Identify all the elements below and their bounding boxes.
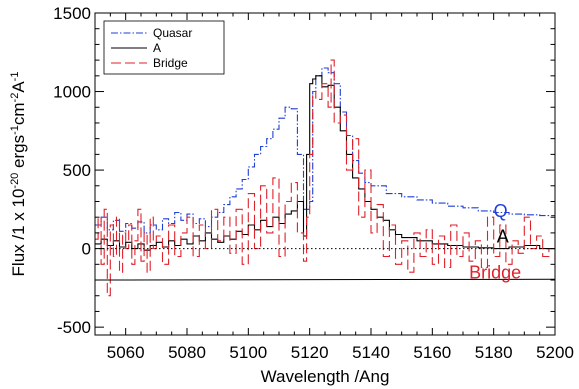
y-axis-title: Flux /1 x 10-20 ergs-1cm-2A-1 [9, 72, 28, 277]
annotation-q: Q [494, 201, 508, 221]
y-tick-label-1500: 1500 [53, 4, 91, 23]
legend: Quasar A Bridge [103, 20, 225, 75]
y-tick-label-0: 0 [82, 240, 91, 259]
series-line-a [95, 75, 555, 251]
y-tick-label-500: 500 [63, 161, 91, 180]
series-layer [95, 59, 555, 297]
series-line-quasar [95, 67, 555, 234]
x-axis-title: Wavelength /Ang [261, 367, 390, 386]
x-tick-label-5100: 5100 [229, 343, 267, 362]
x-tick-label-5180: 5180 [475, 343, 513, 362]
reference-lines [95, 248, 555, 281]
x-tick-label-5140: 5140 [352, 343, 390, 362]
annotation-bridge: Bridge [469, 262, 521, 282]
legend-label-a: A [153, 41, 161, 55]
x-tick-label-5200: 5200 [536, 343, 574, 362]
reference-line-bridge-baseline [95, 278, 555, 281]
x-tick-label-5160: 5160 [413, 343, 451, 362]
series-line-bridge [95, 59, 555, 297]
y-tick-label--500: -500 [57, 318, 91, 337]
legend-label-bridge: Bridge [153, 56, 188, 70]
legend-label-quasar: Quasar [153, 26, 192, 40]
x-tick-label-5060: 5060 [107, 343, 145, 362]
y-tick-label-1000: 1000 [53, 83, 91, 102]
axis-ticks: 5060 5080 5100 5120 5140 5160 5180 5200 -500 0 500… [53, 4, 574, 362]
annotation-a: A [497, 226, 509, 246]
x-tick-label-5080: 5080 [168, 343, 206, 362]
x-tick-label-5120: 5120 [291, 343, 329, 362]
series-annotations: QA Bridge [469, 201, 521, 282]
